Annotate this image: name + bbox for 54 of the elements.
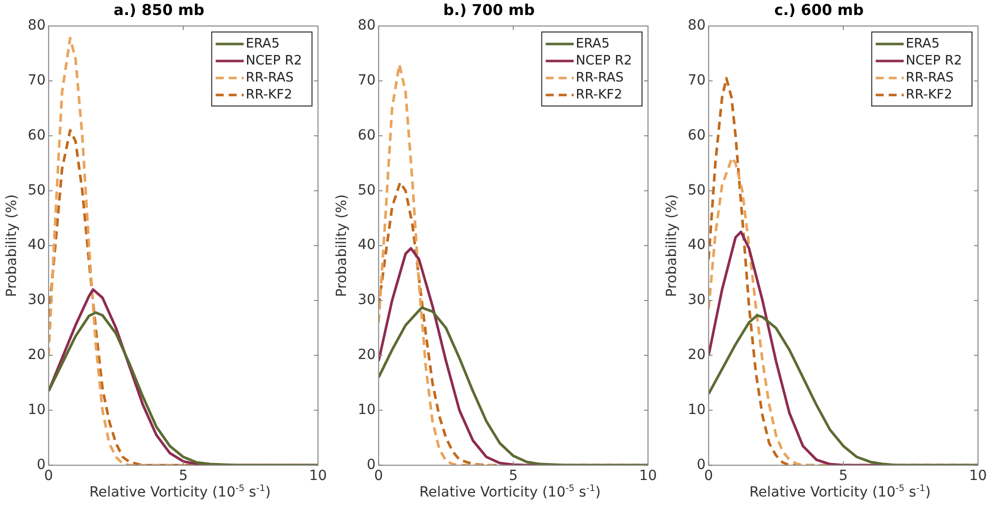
x-tick-label: 10 bbox=[639, 468, 657, 484]
y-tick-label: 30 bbox=[688, 292, 706, 308]
x-axis-title: Relative Vorticity (10$^{-5}$ s$^{-1}$) bbox=[88, 484, 272, 501]
y-tick-label: 30 bbox=[358, 292, 376, 308]
y-tick-label: 70 bbox=[28, 72, 46, 89]
legend-label: NCEP R2 bbox=[246, 53, 302, 68]
y-tick-label: 0 bbox=[366, 456, 376, 473]
legend-label: ERA5 bbox=[246, 36, 280, 52]
y-axis-title: Probability (%) bbox=[334, 194, 350, 297]
legend-label: RR-RAS bbox=[906, 70, 954, 86]
chart-title: a.) 850 mb bbox=[114, 0, 205, 19]
y-tick-label: 10 bbox=[358, 402, 376, 418]
x-tick-label: 5 bbox=[178, 468, 188, 484]
y-tick-label: 60 bbox=[28, 127, 46, 144]
legend-label: ERA5 bbox=[576, 36, 610, 52]
y-axis-title: Probability (%) bbox=[4, 194, 20, 297]
x-axis-title: Relative Vorticity (10$^{-5}$ s$^{-1}$) bbox=[418, 484, 602, 501]
x-tick-label: 5 bbox=[508, 468, 518, 484]
y-tick-label: 80 bbox=[28, 18, 46, 34]
y-tick-label: 20 bbox=[28, 347, 46, 364]
legend-label: RR-RAS bbox=[246, 70, 294, 86]
legend-label: RR-RAS bbox=[576, 70, 624, 86]
y-tick-label: 50 bbox=[688, 182, 706, 198]
legend-label: NCEP R2 bbox=[906, 53, 962, 68]
y-tick-label: 10 bbox=[688, 402, 706, 418]
y-tick-label: 50 bbox=[358, 182, 376, 198]
y-tick-label: 40 bbox=[688, 237, 706, 254]
x-tick-label: 10 bbox=[309, 468, 327, 484]
chart-title: c.) 600 mb bbox=[774, 0, 864, 19]
x-tick-label: 5 bbox=[838, 468, 848, 484]
y-tick-label: 70 bbox=[358, 72, 376, 89]
y-axis-title: Probability (%) bbox=[664, 194, 680, 297]
chart-title: b.) 700 mb bbox=[443, 0, 535, 19]
x-tick-label: 10 bbox=[969, 468, 987, 484]
y-tick-label: 80 bbox=[358, 18, 376, 34]
y-tick-label: 20 bbox=[688, 347, 706, 364]
y-tick-label: 80 bbox=[688, 18, 706, 34]
y-tick-label: 30 bbox=[28, 292, 46, 308]
y-tick-label: 40 bbox=[358, 237, 376, 254]
y-tick-label: 50 bbox=[28, 182, 46, 198]
legend-label: RR-KF2 bbox=[906, 87, 952, 102]
legend-label: RR-KF2 bbox=[576, 87, 622, 102]
y-tick-label: 60 bbox=[688, 127, 706, 144]
legend-label: NCEP R2 bbox=[576, 53, 632, 68]
y-tick-label: 60 bbox=[358, 127, 376, 144]
legend-label: ERA5 bbox=[906, 36, 940, 52]
y-tick-label: 0 bbox=[36, 456, 46, 473]
y-tick-label: 0 bbox=[696, 456, 706, 473]
legend-label: RR-KF2 bbox=[246, 87, 292, 102]
x-axis-title: Relative Vorticity (10$^{-5}$ s$^{-1}$) bbox=[748, 484, 932, 501]
y-tick-label: 40 bbox=[28, 237, 46, 254]
y-tick-label: 10 bbox=[28, 402, 46, 418]
y-tick-label: 20 bbox=[358, 347, 376, 364]
y-tick-label: 70 bbox=[688, 72, 706, 89]
